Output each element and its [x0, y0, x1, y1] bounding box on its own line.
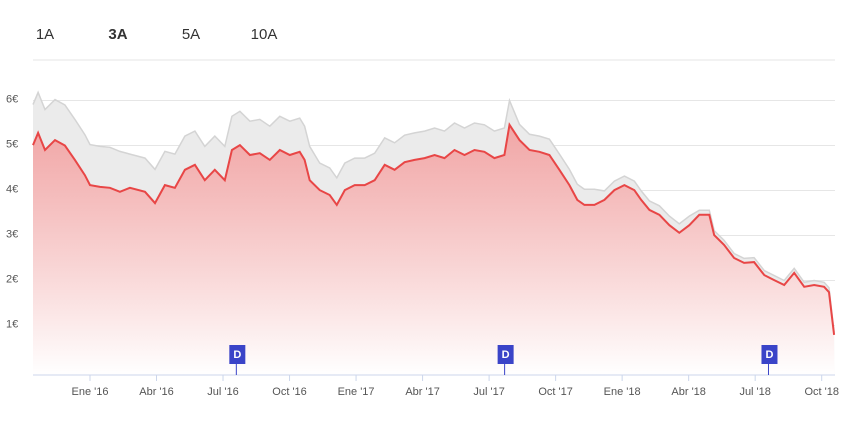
y-tick-label: 2€	[6, 273, 18, 285]
y-tick-label: 3€	[6, 228, 18, 240]
y-tick-label: 5€	[6, 138, 18, 150]
dividend-flag-label: D	[233, 349, 241, 361]
x-tick-label: Ene '17	[338, 386, 375, 398]
dividend-flag[interactable]	[497, 345, 514, 364]
x-tick-label: Ene '16	[72, 386, 109, 398]
x-tick-label: Oct '16	[272, 386, 307, 398]
dividend-flag-label: D	[766, 349, 774, 361]
x-tick-label: Oct '18	[804, 386, 839, 398]
range-button[interactable]: 1A	[36, 26, 54, 43]
x-tick-label: Abr '17	[405, 386, 440, 398]
dividend-flag[interactable]	[229, 345, 246, 364]
y-tick-label: 6€	[6, 93, 18, 105]
x-tick-label: Jul '17	[473, 386, 504, 398]
x-tick-label: Abr '18	[671, 386, 706, 398]
x-tick-label: Ene '18	[604, 386, 641, 398]
dividend-flag-label: D	[502, 349, 510, 361]
range-button[interactable]: 3A	[108, 26, 127, 43]
x-tick-label: Abr '16	[139, 386, 174, 398]
x-tick-label: Jul '16	[207, 386, 238, 398]
x-tick-label: Jul '18	[739, 386, 770, 398]
dividend-flag[interactable]	[761, 345, 778, 364]
range-button: 10A	[251, 26, 278, 43]
x-tick-label: Oct '17	[538, 386, 573, 398]
area	[33, 124, 835, 375]
range-button[interactable]: 5A	[182, 26, 200, 43]
y-tick-label: 1€	[6, 318, 18, 330]
price-line	[32, 122, 836, 336]
price-line	[32, 90, 835, 333]
y-tick-label: 4€	[6, 183, 18, 195]
